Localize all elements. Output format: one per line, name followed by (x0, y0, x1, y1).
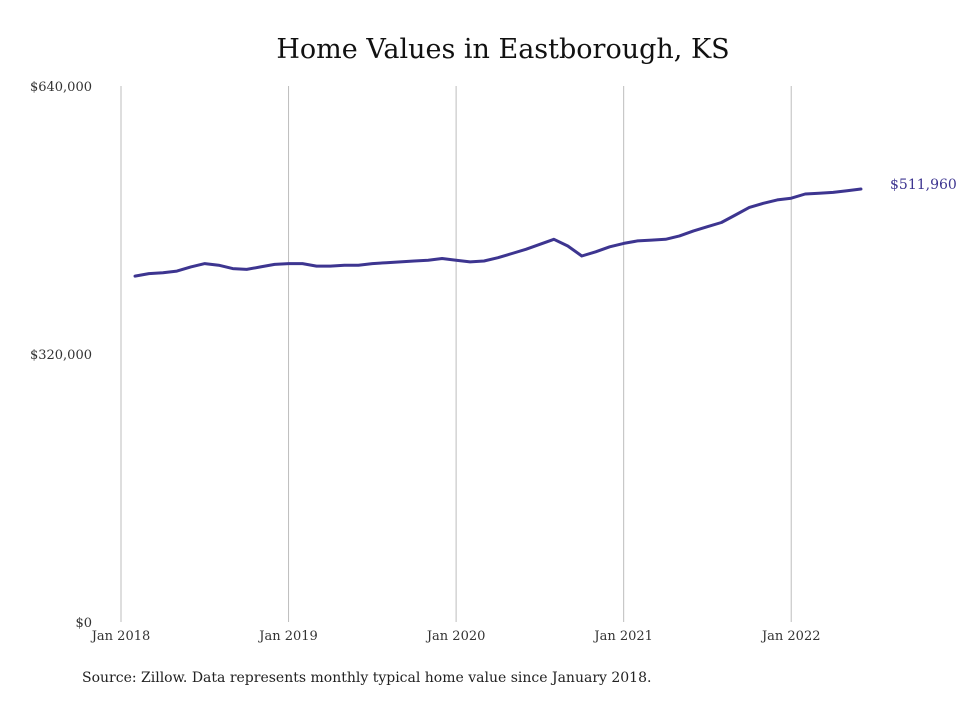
y-tick-label: $0 (75, 616, 92, 631)
y-axis-tick-labels: $640,000 $320,000 $0 (30, 80, 92, 631)
x-tick-label: Jan 2022 (760, 629, 821, 644)
x-tick-label: Jan 2020 (425, 629, 486, 644)
source-note: Source: Zillow. Data represents monthly … (82, 670, 651, 686)
x-axis-tick-labels: Jan 2018 Jan 2019 Jan 2020 Jan 2021 Jan 2022 (90, 629, 821, 644)
y-tick-label: $640,000 (30, 80, 92, 95)
x-tick-label: Jan 2018 (90, 629, 151, 644)
end-value-label: $511,960 (890, 177, 957, 193)
chart-title: Home Values in Eastborough, KS (276, 34, 729, 65)
y-tick-label: $320,000 (30, 348, 92, 363)
x-tick-label: Jan 2019 (257, 629, 318, 644)
x-tick-label: Jan 2021 (592, 629, 653, 644)
grid-lines (120, 86, 792, 622)
series-line-home-value (133, 187, 863, 278)
